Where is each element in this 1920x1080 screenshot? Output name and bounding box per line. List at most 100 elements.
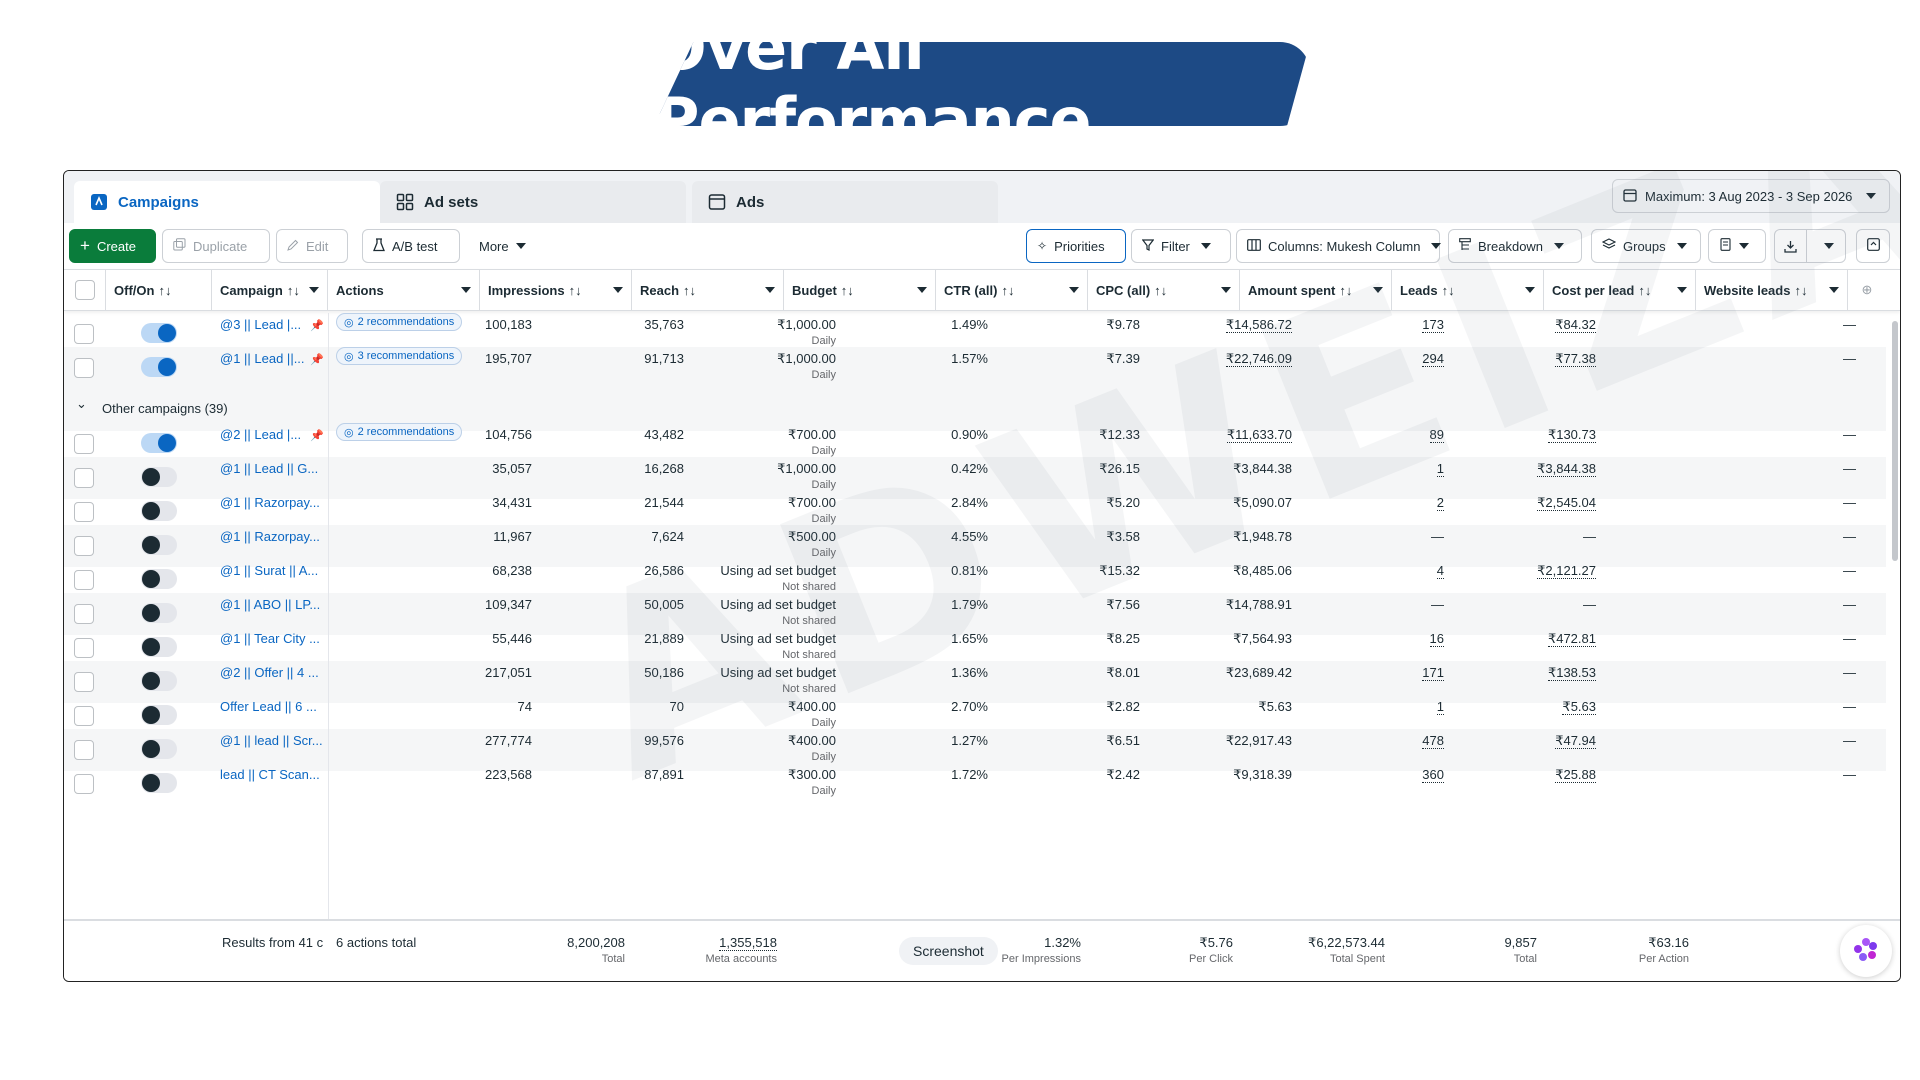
table-row[interactable]: @3 || Lead |... 📌 ◎ 2 recommendations 100… (64, 313, 1886, 355)
table-row[interactable]: @1 || Lead ||... 📌 ◎ 3 recommendations 19… (64, 347, 1886, 389)
campaigns-icon (90, 193, 108, 211)
row-checkbox[interactable] (74, 358, 94, 378)
recommendations-badge[interactable]: ◎ 2 recommendations (336, 423, 463, 441)
chevron-down-icon[interactable]: ⌄ (76, 396, 87, 411)
reach-cell: 70 (669, 699, 684, 714)
tab-campaigns[interactable]: Campaigns (74, 181, 380, 223)
budget-sub: Daily (811, 369, 836, 381)
campaign-name-link[interactable]: @1 || Tear City ... (220, 631, 320, 646)
campaign-toggle[interactable] (141, 433, 177, 453)
date-range-picker[interactable]: Maximum: 3 Aug 2023 - 3 Sep 2026 (1612, 179, 1890, 213)
col-cost-per-lead[interactable]: Cost per lead ↑↓ (1544, 270, 1696, 310)
row-checkbox[interactable] (74, 536, 94, 556)
groups-button[interactable]: Groups (1591, 229, 1701, 263)
edit-button[interactable]: Edit (276, 229, 348, 263)
table-row[interactable]: @1 || Razorpay... 34,431 21,544 ₹700.00 … (64, 491, 1886, 533)
row-checkbox[interactable] (74, 324, 94, 344)
ab-test-button[interactable]: A/B test (362, 229, 460, 263)
campaign-toggle[interactable] (141, 705, 177, 725)
col-leads[interactable]: Leads ↑↓ (1392, 270, 1544, 310)
row-checkbox[interactable] (74, 740, 94, 760)
row-checkbox[interactable] (74, 638, 94, 658)
campaign-name-link[interactable]: @2 || Offer || 4 ... (220, 665, 319, 680)
duplicate-button[interactable]: Duplicate (162, 229, 270, 263)
campaign-name-link[interactable]: Offer Lead || 6 ... (220, 699, 317, 714)
campaign-name-link[interactable]: @3 || Lead |... (220, 317, 302, 332)
recommendations-badge[interactable]: ◎ 3 recommendations (336, 347, 463, 365)
download-icon[interactable] (1775, 230, 1807, 262)
campaign-toggle[interactable] (141, 323, 177, 343)
row-checkbox[interactable] (74, 434, 94, 454)
expand-button[interactable] (1856, 229, 1890, 263)
campaign-toggle[interactable] (141, 467, 177, 487)
vertical-scrollbar[interactable] (1892, 321, 1898, 561)
filter-button[interactable]: Filter (1131, 229, 1231, 263)
tab-ad-sets[interactable]: Ad sets (380, 181, 686, 223)
campaign-name-link[interactable]: @1 || Lead ||... (220, 351, 305, 366)
col-actions[interactable]: Actions (328, 270, 480, 310)
campaign-toggle[interactable] (141, 569, 177, 589)
col-amount-spent[interactable]: Amount spent ↑↓ (1240, 270, 1392, 310)
campaign-toggle[interactable] (141, 773, 177, 793)
table-row[interactable]: @1 || Tear City ... 55,446 21,889 Using … (64, 627, 1886, 669)
campaign-toggle[interactable] (141, 637, 177, 657)
campaign-name-link[interactable]: @1 || Surat || A... (220, 563, 319, 578)
add-column-icon[interactable]: ⊕ (1861, 282, 1873, 297)
select-all-checkbox[interactable] (74, 280, 95, 300)
row-checkbox[interactable] (74, 706, 94, 726)
table-row[interactable]: @1 || ABO || LP... 109,347 50,005 Using … (64, 593, 1886, 635)
breakdown-button[interactable]: Breakdown (1448, 229, 1582, 263)
row-checkbox[interactable] (74, 502, 94, 522)
columns-button[interactable]: Columns: Mukesh Column (1236, 229, 1442, 263)
create-button[interactable]: + Create (69, 229, 156, 263)
reports-button[interactable] (1708, 229, 1766, 263)
campaign-name-link[interactable]: lead || CT Scan... (220, 767, 320, 782)
row-checkbox[interactable] (74, 570, 94, 590)
more-button[interactable]: More (468, 229, 538, 263)
campaign-toggle[interactable] (141, 739, 177, 759)
table-row[interactable]: lead || CT Scan... 223,568 87,891 ₹300.0… (64, 763, 1886, 805)
campaign-name-link[interactable]: @1 || ABO || LP... (220, 597, 321, 612)
campaign-toggle[interactable] (141, 603, 177, 623)
table-row[interactable]: @2 || Lead |... 📌 ◎ 2 recommendations 104… (64, 423, 1886, 465)
tab-ads[interactable]: Ads (692, 181, 998, 223)
table-row[interactable]: @1 || Razorpay... 11,967 7,624 ₹500.00 D… (64, 525, 1886, 567)
col-reach[interactable]: Reach ↑↓ (632, 270, 784, 310)
campaign-toggle[interactable] (141, 357, 177, 377)
pin-icon[interactable]: 📌 (310, 354, 324, 366)
col-budget[interactable]: Budget ↑↓ (784, 270, 936, 310)
priorities-button[interactable]: ✧ Priorities (1026, 229, 1126, 263)
campaign-name-link[interactable]: @1 || lead || Scr... (220, 733, 323, 748)
recommendations-badge[interactable]: ◎ 2 recommendations (336, 313, 463, 331)
campaign-name-link[interactable]: @1 || Lead || G... (220, 461, 319, 476)
campaign-name-link[interactable]: @1 || Razorpay... (220, 495, 320, 510)
col-cpc[interactable]: CPC (all) ↑↓ (1088, 270, 1240, 310)
col-ctr[interactable]: CTR (all) ↑↓ (936, 270, 1088, 310)
campaign-toggle[interactable] (141, 671, 177, 691)
table-row[interactable]: @1 || Surat || A... 68,238 26,586 Using … (64, 559, 1886, 601)
pin-icon[interactable]: 📌 (310, 320, 324, 332)
table-row[interactable]: @1 || lead || Scr... 277,774 99,576 ₹400… (64, 729, 1886, 771)
screenshot-button[interactable]: Screenshot (899, 937, 998, 965)
row-checkbox[interactable] (74, 468, 94, 488)
chevron-down-icon[interactable] (1814, 243, 1845, 249)
col-offon[interactable]: Off/On ↑↓ (106, 270, 212, 310)
table-row[interactable]: @1 || Lead || G... 35,057 16,268 ₹1,000.… (64, 457, 1886, 499)
pin-icon[interactable]: 📌 (310, 430, 324, 442)
chevron-down-icon (309, 287, 319, 293)
row-checkbox[interactable] (74, 604, 94, 624)
assistant-button[interactable] (1840, 925, 1892, 977)
col-campaign[interactable]: Campaign ↑↓ (212, 270, 328, 310)
row-checkbox[interactable] (74, 672, 94, 692)
breakdown-label: Breakdown (1478, 238, 1544, 254)
row-checkbox[interactable] (74, 774, 94, 794)
campaign-name-link[interactable]: @1 || Razorpay... (220, 529, 320, 544)
export-button[interactable] (1774, 229, 1846, 263)
col-website-leads[interactable]: Website leads ↑↓ (1696, 270, 1848, 310)
table-row[interactable]: @2 || Offer || 4 ... 217,051 50,186 Usin… (64, 661, 1886, 703)
campaign-toggle[interactable] (141, 535, 177, 555)
campaign-name-link[interactable]: @2 || Lead |... (220, 427, 302, 442)
table-row[interactable]: Offer Lead || 6 ... 74 70 ₹400.00 Daily … (64, 695, 1886, 737)
col-impressions[interactable]: Impressions ↑↓ (480, 270, 632, 310)
campaign-toggle[interactable] (141, 501, 177, 521)
